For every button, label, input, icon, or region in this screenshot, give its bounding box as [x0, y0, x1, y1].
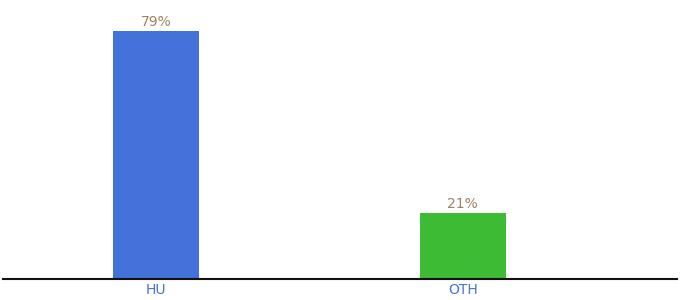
- Text: 21%: 21%: [447, 196, 478, 211]
- Bar: [113, 31, 199, 279]
- Text: 79%: 79%: [141, 14, 171, 28]
- Bar: [420, 213, 505, 279]
